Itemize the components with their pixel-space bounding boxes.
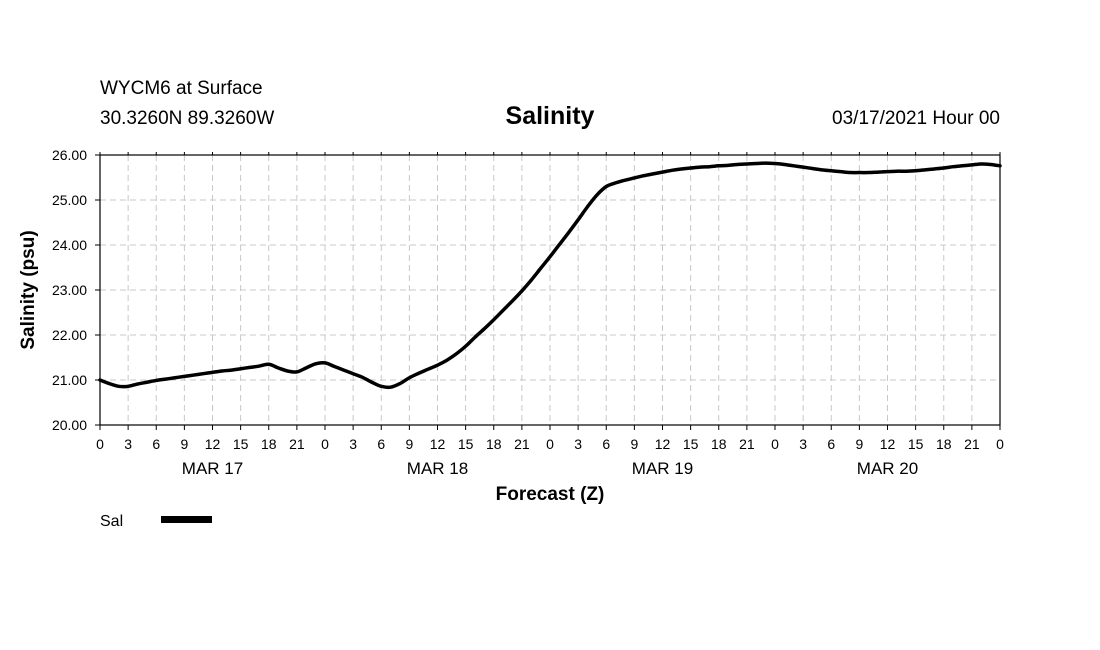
x-tick-label: 3 bbox=[574, 436, 582, 452]
y-axis: 20.00 21.00 22.00 23.00 24.00 25.00 26.00 bbox=[52, 147, 100, 433]
x-axis-day-labels: MAR 17 MAR 18 MAR 19 MAR 20 bbox=[182, 459, 918, 478]
x-day-label: MAR 18 bbox=[407, 459, 468, 478]
x-tick-label: 12 bbox=[205, 436, 221, 452]
x-tick-label: 0 bbox=[771, 436, 779, 452]
x-tick-label: 18 bbox=[936, 436, 952, 452]
x-tick-label: 0 bbox=[546, 436, 554, 452]
x-tick-label: 15 bbox=[458, 436, 474, 452]
x-day-label: MAR 19 bbox=[632, 459, 693, 478]
x-tick-label: 12 bbox=[430, 436, 446, 452]
x-axis: 0 3 6 9 12 15 18 21 0 3 6 9 12 15 18 21 0 3 6 9 12 15 18 21 0 3 6 9… bbox=[96, 152, 1004, 452]
x-tick-label: 9 bbox=[405, 436, 413, 452]
x-tick-label: 3 bbox=[124, 436, 132, 452]
x-axis-title: Forecast (Z) bbox=[496, 484, 605, 505]
y-tick-label: 23.00 bbox=[52, 282, 87, 298]
x-tick-label: 9 bbox=[855, 436, 863, 452]
y-tick-label: 22.00 bbox=[52, 327, 87, 343]
y-tick-label: 26.00 bbox=[52, 147, 87, 163]
x-tick-label: 9 bbox=[180, 436, 188, 452]
x-day-label: MAR 20 bbox=[857, 459, 918, 478]
y-tick-label: 21.00 bbox=[52, 372, 87, 388]
x-tick-label: 21 bbox=[739, 436, 755, 452]
station-label: WYCM6 at Surface bbox=[100, 78, 263, 99]
x-tick-label: 12 bbox=[880, 436, 896, 452]
x-tick-label: 18 bbox=[261, 436, 277, 452]
x-tick-label: 6 bbox=[377, 436, 385, 452]
legend: Sal bbox=[100, 513, 212, 530]
x-tick-label: 15 bbox=[908, 436, 924, 452]
x-tick-label: 3 bbox=[349, 436, 357, 452]
grid-layer bbox=[100, 155, 1000, 425]
y-tick-label: 24.00 bbox=[52, 237, 87, 253]
legend-label-sal: Sal bbox=[100, 513, 123, 530]
legend-swatch-sal bbox=[161, 516, 212, 523]
x-tick-label: 12 bbox=[655, 436, 671, 452]
coordinates-label: 30.3260N 89.3260W bbox=[100, 108, 274, 129]
y-axis-title: Salinity (psu) bbox=[18, 230, 39, 349]
x-day-label: MAR 17 bbox=[182, 459, 243, 478]
x-tick-label: 6 bbox=[152, 436, 160, 452]
x-tick-label: 6 bbox=[602, 436, 610, 452]
y-tick-label: 25.00 bbox=[52, 192, 87, 208]
x-tick-label: 18 bbox=[486, 436, 502, 452]
x-tick-label: 21 bbox=[289, 436, 305, 452]
x-tick-label: 6 bbox=[827, 436, 835, 452]
chart-title: Salinity bbox=[506, 102, 595, 130]
series-line-sal bbox=[98, 161, 1002, 390]
x-tick-label: 15 bbox=[683, 436, 699, 452]
x-tick-label: 0 bbox=[321, 436, 329, 452]
x-tick-label: 0 bbox=[996, 436, 1004, 452]
x-tick-label: 21 bbox=[514, 436, 530, 452]
x-tick-label: 15 bbox=[233, 436, 249, 452]
x-tick-label: 0 bbox=[96, 436, 104, 452]
x-tick-label: 9 bbox=[630, 436, 638, 452]
x-tick-label: 3 bbox=[799, 436, 807, 452]
run-time-label: 03/17/2021 Hour 00 bbox=[832, 108, 1000, 129]
y-tick-label: 20.00 bbox=[52, 417, 87, 433]
x-tick-label: 18 bbox=[711, 436, 727, 452]
x-tick-label: 21 bbox=[964, 436, 980, 452]
